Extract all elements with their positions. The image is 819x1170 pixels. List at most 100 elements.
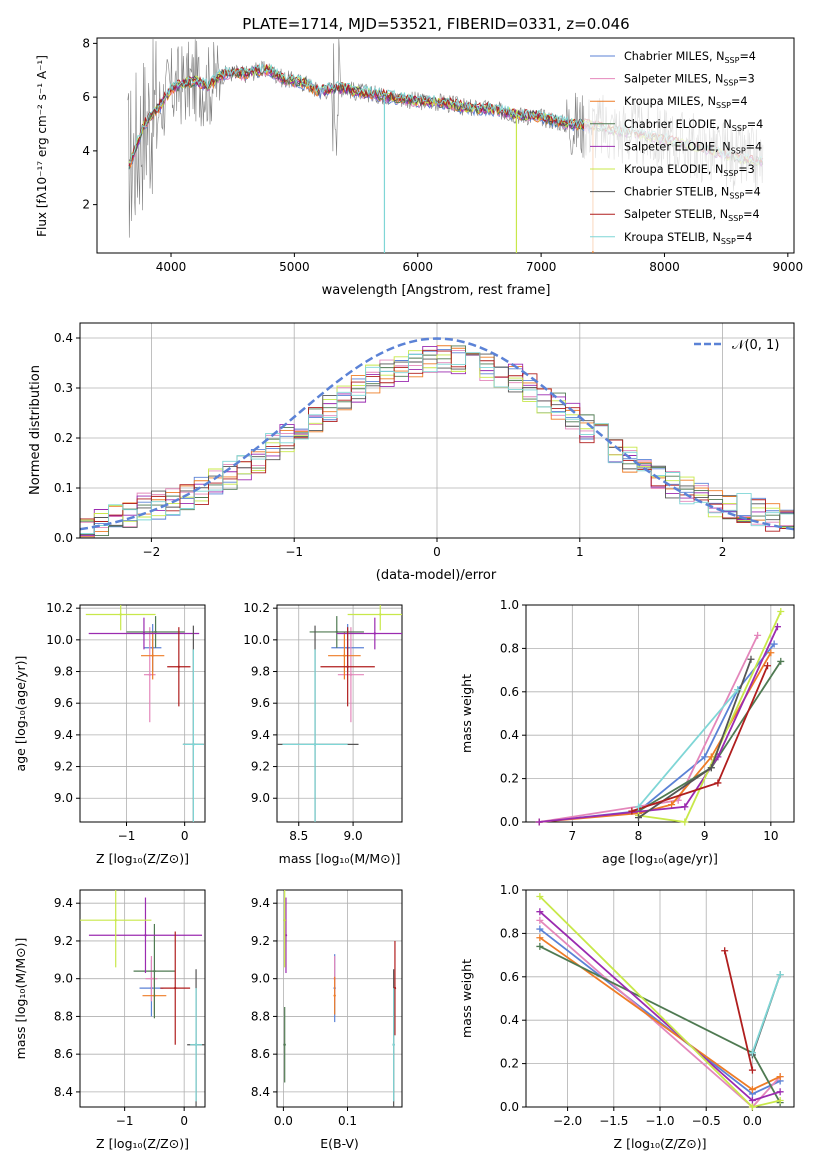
mass-vs-extinction-panel: 0.0 0.1 8.4 8.6 8.8 9.0 9.2 9.4 E(B-V) <box>251 889 403 1151</box>
x-tick-label: 7000 <box>526 260 557 274</box>
y-tick-label: 8.8 <box>251 1009 270 1023</box>
y-tick-label: 8.8 <box>54 1009 73 1023</box>
legend-label: Kroupa ELODIE, NSSP=3 <box>624 163 755 178</box>
spectrum-x-label: wavelength [Angstrom, rest frame] <box>322 283 551 298</box>
x-tick-label: 9.0 <box>344 829 363 843</box>
series-marker <box>714 779 722 787</box>
x-tick-label: 8000 <box>649 260 680 274</box>
x-axis-label: mass [log₁₀(M/M⊙)] <box>279 851 401 866</box>
y-tick-label: 9.4 <box>251 728 270 742</box>
legend-label: Kroupa MILES, NSSP=4 <box>624 95 747 110</box>
series-line-kroupa-stelib <box>637 689 739 808</box>
residual-y-label: Normed distribution <box>28 365 43 495</box>
series-marker <box>536 893 544 901</box>
y-tick-label: 9.8 <box>54 665 73 679</box>
data-point <box>283 918 286 922</box>
series-line-kroupa-stelib <box>751 974 781 1054</box>
y-tick-label: 10.2 <box>46 601 73 615</box>
series-marker <box>701 753 709 761</box>
x-axis-label: Z [log₁₀(Z/Z⊙)] <box>96 851 189 866</box>
x-axis-label: age [log₁₀(age/yr)] <box>602 851 718 866</box>
legend-label: Chabrier ELODIE, NSSP=4 <box>624 118 763 133</box>
y-tick-label: 9.0 <box>251 791 270 805</box>
data-point <box>194 1043 198 1046</box>
series-marker <box>776 1096 784 1104</box>
residual-histogram-panel: −2 −1 0 1 2 0.0 0.1 0.2 0.3 0.4 𝒩(0, 1) (data-mod… <box>28 322 795 583</box>
series-marker <box>535 818 543 826</box>
x-tick-label: 0 <box>433 545 441 559</box>
series-marker <box>681 818 689 826</box>
figure-title: PLATE=1714, MJD=53521, FIBERID=0331, z=0… <box>242 15 629 33</box>
y-tick-label: 10.0 <box>243 633 270 647</box>
data-point <box>284 934 288 937</box>
residual-legend: 𝒩(0, 1) <box>694 338 779 353</box>
legend-label: Chabrier STELIB, NSSP=4 <box>624 186 761 201</box>
data-point <box>114 918 117 922</box>
mass-weight-vs-metallicity-panel: −2.0 −1.5 −1.0 −0.5 0.0 0.0 0.2 0.4 0.6 0.8 1.0 Z [… <box>459 883 795 1151</box>
x-axis-label: Z [log₁₀(Z/Z⊙)] <box>96 1136 189 1151</box>
data-point <box>283 1043 286 1046</box>
x-tick-label: 6000 <box>402 260 433 274</box>
data-point <box>392 1043 395 1046</box>
legend-label: Kroupa STELIB, NSSP=4 <box>624 231 752 246</box>
y-tick-label: 9.6 <box>251 696 270 710</box>
data-point <box>393 986 397 990</box>
data-point <box>174 986 177 990</box>
x-tick-label: 0.1 <box>338 1114 357 1128</box>
y-tick-label: 4 <box>82 144 90 158</box>
y-tick-label: 1.0 <box>500 883 519 897</box>
y-tick-label: 6 <box>82 90 90 104</box>
x-tick-label: 9 <box>701 829 709 843</box>
gaussian-legend-label: 𝒩(0, 1) <box>732 338 779 353</box>
x-tick-label: 1 <box>576 545 584 559</box>
plot-frame <box>525 604 795 823</box>
spectrum-legend: Chabrier MILES, NSSP=4 Salpeter MILES, NS… <box>584 45 790 251</box>
x-tick-label: 2 <box>719 545 727 559</box>
data-point <box>177 665 181 668</box>
data-point <box>153 969 156 973</box>
x-tick-label: −1 <box>116 1114 134 1128</box>
y-tick-label: 9.4 <box>54 896 73 910</box>
series-marker <box>748 1086 756 1094</box>
series-marker <box>764 662 772 670</box>
y-tick-label: 0.8 <box>500 926 519 940</box>
y-tick-label: 9.2 <box>54 760 73 774</box>
series-marker <box>536 908 544 916</box>
series-marker <box>770 640 778 648</box>
y-tick-label: 0.4 <box>500 1013 519 1027</box>
x-tick-label: 8 <box>635 829 643 843</box>
y-tick-label: 8.6 <box>54 1047 73 1061</box>
y-tick-label: 0.4 <box>54 331 73 345</box>
x-tick-label: −1 <box>285 545 303 559</box>
series-marker <box>536 942 544 950</box>
data-point <box>144 934 147 937</box>
series-marker <box>748 1096 756 1104</box>
residual-x-label: (data-model)/error <box>376 568 497 583</box>
data-point <box>150 977 153 980</box>
spectrum-y-label: Flux [fλ10⁻¹⁷ erg cm⁻² s⁻¹ A⁻¹] <box>35 55 49 237</box>
series-marker <box>628 807 636 815</box>
series-marker <box>748 1103 756 1111</box>
series-marker <box>773 623 781 631</box>
y-tick-label: 0.3 <box>54 381 73 395</box>
plot-frame <box>79 889 206 1108</box>
age-vs-mass-panel: 8.5 9.0 9.0 9.2 9.4 9.6 9.8 10.0 10.2 mass [log₁₀… <box>243 601 403 866</box>
y-axis-label: mass weight <box>459 959 474 1038</box>
x-tick-label: −1.0 <box>645 1114 674 1128</box>
data-point <box>346 665 349 668</box>
y-tick-label: 8 <box>82 36 90 50</box>
series-marker <box>734 686 742 694</box>
series-marker <box>634 814 642 822</box>
x-tick-label: 5000 <box>279 260 310 274</box>
y-tick-label: 0.4 <box>500 728 519 742</box>
series-marker <box>767 649 775 657</box>
y-tick-label: 0.0 <box>500 1100 519 1114</box>
age-vs-metallicity-panel: −1 0 9.0 9.2 9.4 9.6 9.8 10.0 10.2 Z [log₁₀(Z/Z⊙)… <box>13 601 206 866</box>
y-tick-label: 0.0 <box>54 531 73 545</box>
gaussian-curve <box>79 337 795 531</box>
series-marker <box>777 608 785 616</box>
y-tick-label: 9.4 <box>251 896 270 910</box>
series-marker <box>748 1066 756 1074</box>
residual-histogram-salpeter-stelib <box>80 349 794 532</box>
legend-label: Salpeter STELIB, NSSP=4 <box>624 208 760 223</box>
